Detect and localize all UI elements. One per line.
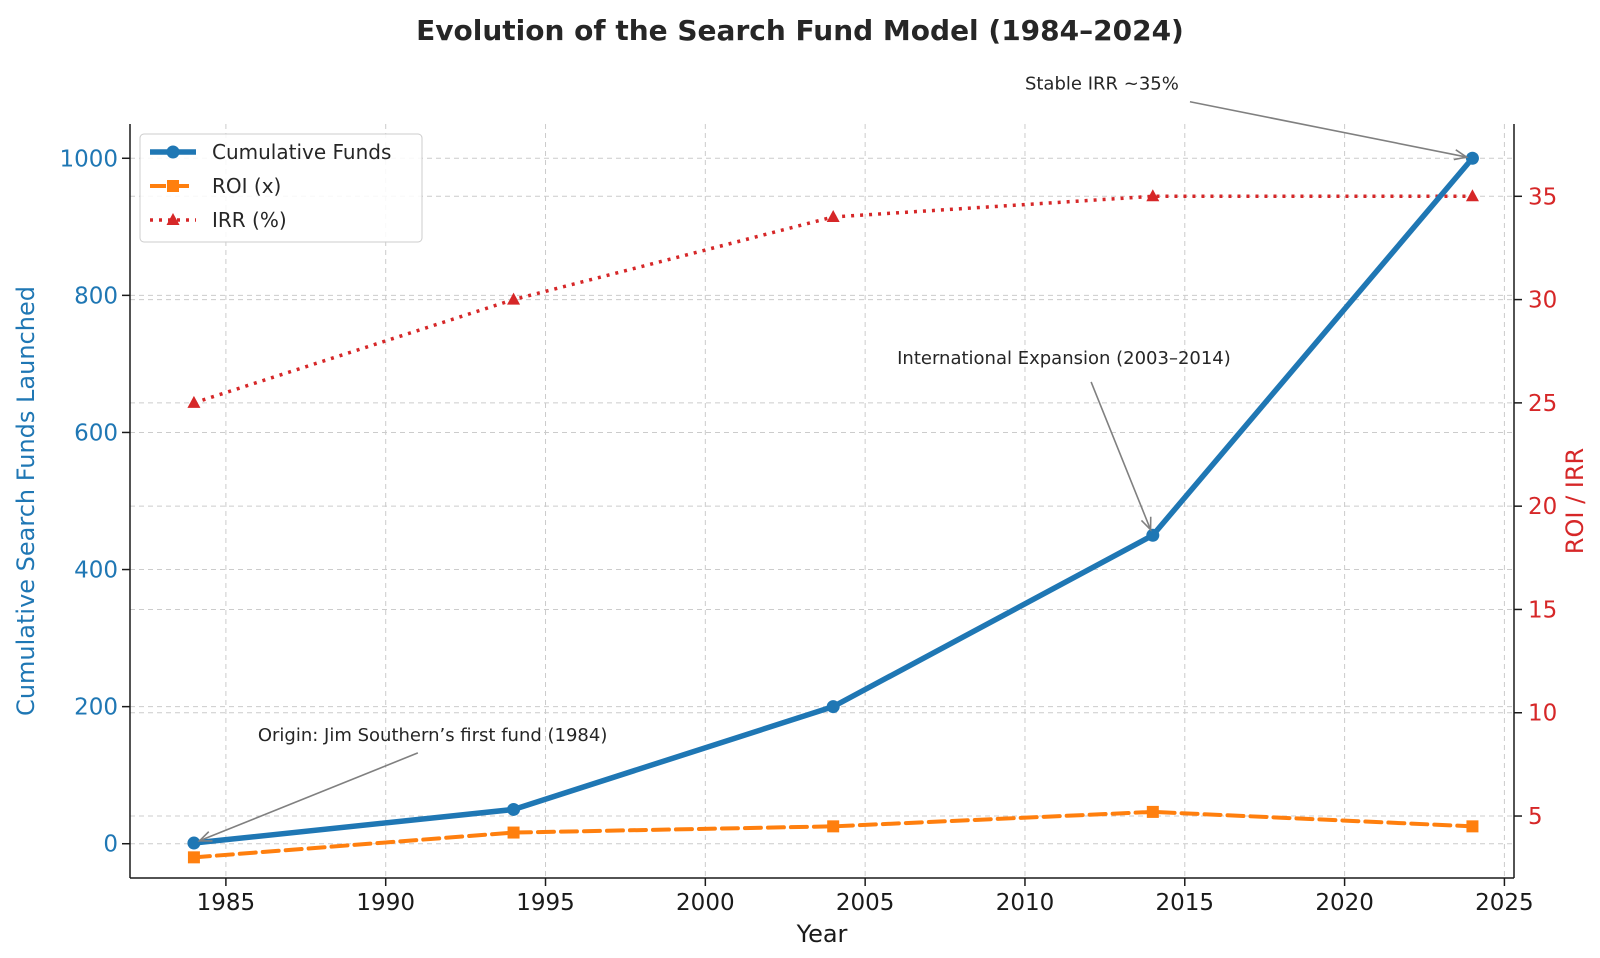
annotation-text: International Expansion (2003–2014) <box>897 348 1231 369</box>
data-point-irr <box>1465 189 1479 202</box>
data-point-roi-x <box>1146 805 1159 818</box>
legend-marker-irr <box>166 213 180 225</box>
data-point-irr <box>187 395 201 408</box>
y-right-tick-label: 5 <box>1528 804 1543 830</box>
annotation-arrowhead <box>1140 516 1152 532</box>
data-point-cumulative-funds <box>1465 151 1479 165</box>
x-axis-label: Year <box>796 920 848 948</box>
annotation-arrow <box>1090 381 1152 531</box>
annotation-text: Stable IRR ~35% <box>1025 74 1179 95</box>
y-right-tick-label: 15 <box>1528 597 1557 623</box>
x-tick-label: 1990 <box>356 890 415 916</box>
data-point-roi-x <box>187 851 200 864</box>
legend-label-irr: IRR (%) <box>212 208 287 232</box>
legend-marker-cumulative-funds <box>166 145 180 159</box>
legend-marker-roi-x <box>167 180 179 192</box>
data-point-irr <box>826 209 840 222</box>
data-point-roi-x <box>827 820 840 833</box>
legend-box <box>139 133 423 243</box>
legend-label-roi-x: ROI (x) <box>212 174 281 198</box>
data-point-cumulative-funds <box>826 700 840 714</box>
series-layer <box>187 151 1479 864</box>
y-right-tick-label: 20 <box>1528 494 1557 520</box>
x-tick-label: 2000 <box>676 890 735 916</box>
y-right-tick-label: 25 <box>1528 391 1557 417</box>
y-right-tick-label: 35 <box>1528 184 1557 210</box>
annotation-arrowhead <box>1453 149 1469 161</box>
ticks: 1985 1990 1995 2000 2005 2010 2015 2020 20250200… <box>59 146 1557 916</box>
x-tick-label: 1995 <box>516 890 575 916</box>
x-tick-label: 2005 <box>836 890 895 916</box>
y-left-tick-label: 800 <box>74 283 118 309</box>
x-tick-label: 2025 <box>1475 890 1534 916</box>
y-right-tick-label: 10 <box>1528 701 1557 727</box>
x-tick-label: 1985 <box>197 890 256 916</box>
y-left-tick-label: 0 <box>103 832 118 858</box>
annotation-arrow <box>1189 100 1467 158</box>
y-left-tick-label: 400 <box>74 558 118 584</box>
chart-title: Evolution of the Search Fund Model (1984… <box>416 14 1184 47</box>
x-tick-label: 2015 <box>1156 890 1215 916</box>
annotation-text: Origin: Jim Southern’s first fund (1984) <box>258 725 608 746</box>
data-point-cumulative-funds <box>507 802 521 816</box>
series-line-roi-x <box>191 809 1475 860</box>
data-point-irr <box>1146 189 1160 202</box>
x-tick-label: 2020 <box>1315 890 1374 916</box>
y-left-axis-label: Cumulative Search Funds Launched <box>12 286 40 716</box>
y-right-axis-label: ROI / IRR <box>1561 448 1589 554</box>
y-right-tick-label: 30 <box>1528 288 1557 314</box>
legend-label-cumulative-funds: Cumulative Funds <box>212 140 391 164</box>
data-point-cumulative-funds <box>187 836 201 850</box>
x-tick-label: 2010 <box>996 890 1055 916</box>
annotations: Origin: Jim Southern’s first fund (1984)… <box>197 74 1469 842</box>
data-point-roi-x <box>1466 820 1479 833</box>
data-point-roi-x <box>507 826 520 839</box>
data-point-irr <box>507 292 521 305</box>
legend: Cumulative Funds ROI (x) IRR (%) <box>139 133 423 243</box>
annotation-arrow <box>199 752 419 842</box>
data-point-cumulative-funds <box>1146 528 1160 542</box>
y-left-tick-label: 1000 <box>59 146 118 172</box>
y-left-tick-label: 200 <box>74 695 118 721</box>
y-left-tick-label: 600 <box>74 420 118 446</box>
annotation-arrowhead <box>197 831 213 842</box>
